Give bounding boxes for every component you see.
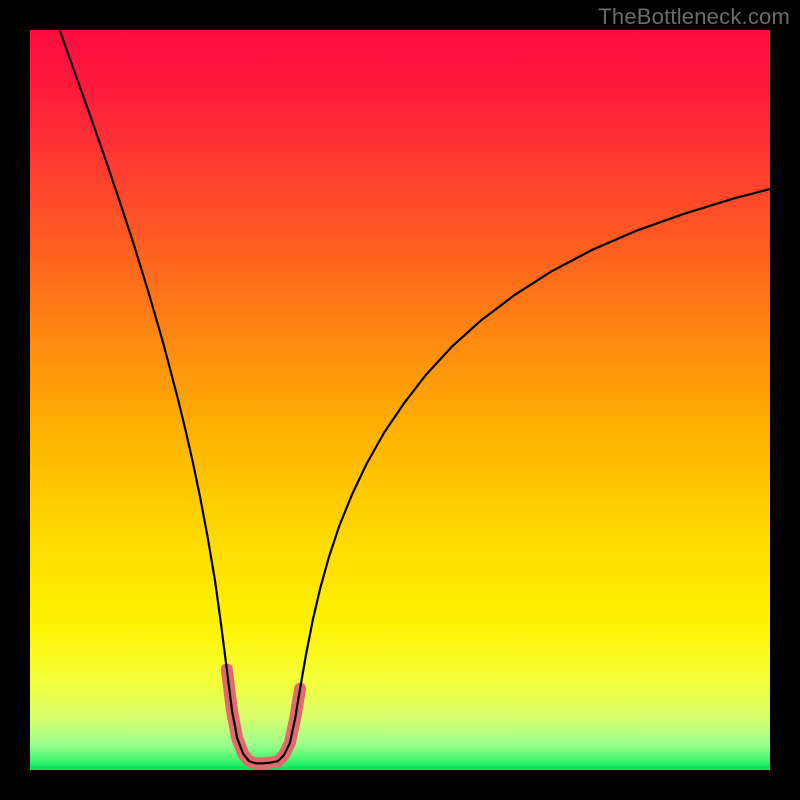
chart-svg bbox=[30, 30, 770, 770]
gradient-background bbox=[30, 30, 770, 770]
watermark-text: TheBottleneck.com bbox=[598, 4, 790, 30]
plot-area bbox=[30, 30, 770, 770]
